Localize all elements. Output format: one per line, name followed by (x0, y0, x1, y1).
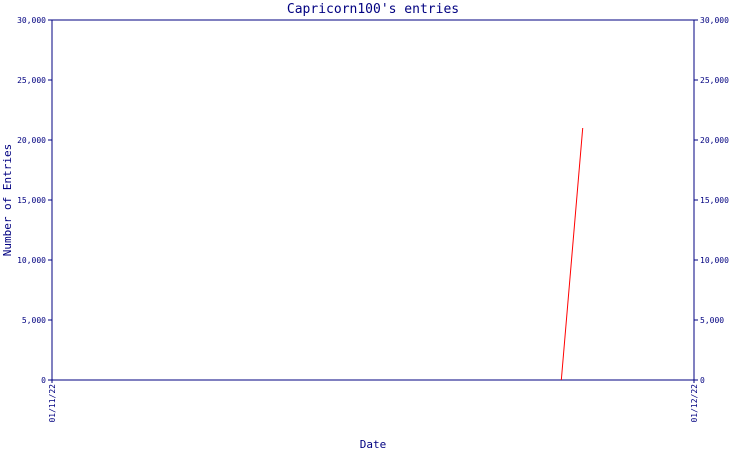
x-axis-label: Date (360, 438, 387, 450)
y-tick-label: 5,000 (22, 316, 46, 325)
y2-tick-label: 10,000 (700, 256, 729, 265)
y-tick-label: 0 (41, 376, 46, 385)
y-tick-label: 25,000 (17, 76, 46, 85)
y-tick-label: 20,000 (17, 136, 46, 145)
y2-tick-label: 20,000 (700, 136, 729, 145)
y-tick-label: 10,000 (17, 256, 46, 265)
y2-tick-label: 30,000 (700, 16, 729, 25)
y-axis-label: Number of Entries (1, 144, 14, 257)
y-tick-label: 30,000 (17, 16, 46, 25)
y2-tick-label: 15,000 (700, 196, 729, 205)
y2-tick-label: 0 (700, 376, 705, 385)
y2-tick-label: 25,000 (700, 76, 729, 85)
chart-title: Capricorn100's entries (287, 2, 459, 17)
x-tick-label: 01/11/22 (48, 384, 57, 423)
x-tick-label: 01/12/22 (690, 384, 699, 423)
y2-tick-label: 5,000 (700, 316, 724, 325)
y-tick-label: 15,000 (17, 196, 46, 205)
data-line (560, 127, 584, 381)
